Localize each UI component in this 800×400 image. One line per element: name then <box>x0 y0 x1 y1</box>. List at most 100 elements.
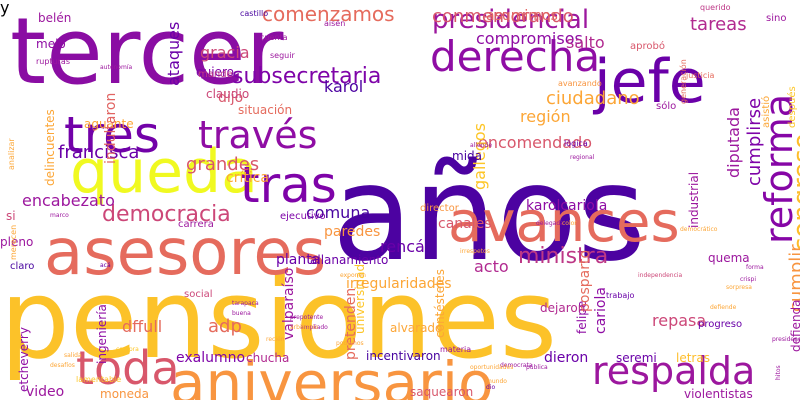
cloud-word: ministra <box>518 244 609 270</box>
cloud-word: dio <box>486 384 496 392</box>
cloud-word: carrera <box>178 219 214 230</box>
cloud-word: asesores <box>44 215 327 290</box>
cloud-word: merecen <box>9 224 18 260</box>
cloud-word: compra <box>116 346 139 354</box>
cloud-word: pleno <box>0 235 34 250</box>
cloud-word: recién <box>266 336 285 344</box>
cloud-word: tercer <box>10 0 284 106</box>
cloud-word: aprobó <box>630 41 665 52</box>
cloud-word: años <box>332 137 647 292</box>
cloud-word: pensiones <box>0 255 558 383</box>
cloud-word: avances <box>448 190 680 256</box>
cloud-word: salto <box>566 33 605 53</box>
cloud-word: dejaron <box>540 301 586 316</box>
cloud-word: chucha <box>246 351 290 366</box>
cloud-word: ampliado <box>300 324 328 332</box>
cloud-word: karol <box>324 77 364 97</box>
cloud-word: claro <box>10 261 35 272</box>
cloud-word: encomendado <box>478 133 593 153</box>
cloud-word: derecha <box>430 32 601 82</box>
cloud-word: tarapaca <box>232 300 259 308</box>
cloud-word: ciudadano <box>546 87 640 109</box>
cloud-word: asumimos <box>486 7 558 24</box>
cloud-word: regional <box>570 154 595 162</box>
cloud-word: conmemorando <box>432 5 574 27</box>
cloud-word: rupturas <box>36 56 71 66</box>
cloud-word: progreso <box>698 319 743 330</box>
cloud-word: través <box>198 112 318 157</box>
cloud-word: color <box>562 220 577 228</box>
cloud-word: castillo <box>240 8 269 18</box>
cloud-word: avanzando <box>558 78 602 88</box>
cloud-word: claudio <box>206 87 250 102</box>
cloud-word: subsecretaria <box>232 64 382 90</box>
cloud-word: letras <box>676 351 710 366</box>
cloud-word: encabezato <box>22 191 115 211</box>
cloud-word: toda <box>76 341 180 396</box>
cloud-word: video <box>26 383 65 400</box>
cloud-word: ejecutivo <box>280 211 326 222</box>
cloud-word: democrata <box>500 362 533 370</box>
cloud-word: si <box>6 209 16 224</box>
cloud-word: oportunidades <box>470 364 514 372</box>
cloud-word: irregularidades <box>346 275 452 292</box>
cloud-word: y <box>0 0 10 17</box>
cloud-word: quema <box>708 251 750 266</box>
cloud-word: analizar <box>7 138 16 170</box>
cloud-word: respalda <box>592 348 756 393</box>
cloud-word: defienda <box>789 299 800 352</box>
cloud-word: rencá <box>380 237 425 257</box>
cloud-word: adp <box>208 315 242 337</box>
cloud-word: forma <box>746 264 764 272</box>
cloud-word: karolcariola <box>526 197 608 214</box>
cloud-word: después <box>787 86 798 128</box>
cloud-word: dffull <box>122 317 163 337</box>
cloud-word: desafíos <box>50 362 75 370</box>
cloud-word: congreso <box>788 133 800 252</box>
cloud-word: queda <box>70 137 258 207</box>
cloud-word: lamentable <box>76 374 122 384</box>
cloud-word: buena <box>232 310 251 318</box>
cloud-word: pública <box>526 364 548 372</box>
cloud-word: sorpresa <box>726 284 752 292</box>
cloud-word: aniversario <box>170 348 494 400</box>
cloud-word: asistió <box>761 95 772 128</box>
cloud-word: industrial <box>687 171 701 228</box>
cloud-word: prepotente <box>290 314 324 322</box>
cloud-word: incentivaron <box>366 349 441 364</box>
cloud-word: indultaron <box>103 92 119 164</box>
cloud-word: saquearon <box>410 385 474 400</box>
cloud-word: violentistas <box>684 387 753 400</box>
cloud-word: salida <box>64 352 82 360</box>
cloud-word: hitos <box>775 365 782 380</box>
cloud-word: allanamiento <box>310 253 389 268</box>
cloud-word: exalumno <box>176 349 246 366</box>
cloud-word: paredes <box>324 223 381 240</box>
cloud-word: allende <box>470 142 493 150</box>
cloud-word: tres <box>64 106 160 164</box>
cloud-word: acá <box>100 262 111 270</box>
cloud-word: francisca <box>58 141 140 163</box>
cloud-word: ingeniería <box>95 304 109 364</box>
cloud-word: melo <box>36 37 66 52</box>
cloud-word: región <box>520 107 571 127</box>
cloud-word: gracia <box>200 43 250 63</box>
cloud-word: diputada <box>724 107 743 178</box>
cloud-word: moneda <box>100 387 149 400</box>
cloud-word: canales <box>438 215 492 232</box>
cloud-word: marco <box>50 212 69 220</box>
cloud-word: aisén <box>324 18 346 28</box>
cloud-word: crítica <box>226 169 269 186</box>
cloud-word: materia <box>440 344 472 354</box>
cloud-word: planta <box>276 251 321 268</box>
cloud-word: belén <box>38 11 72 26</box>
cloud-word: mida <box>452 149 482 164</box>
cloud-word: dijo <box>218 89 244 106</box>
cloud-word: mundo <box>486 378 507 386</box>
cloud-word: defiende <box>710 304 737 312</box>
cloud-word: generación <box>679 59 688 104</box>
cloud-word: alvarado <box>390 321 443 336</box>
cloud-word: independencia <box>638 272 683 280</box>
cloud-word: ataques <box>164 21 183 86</box>
